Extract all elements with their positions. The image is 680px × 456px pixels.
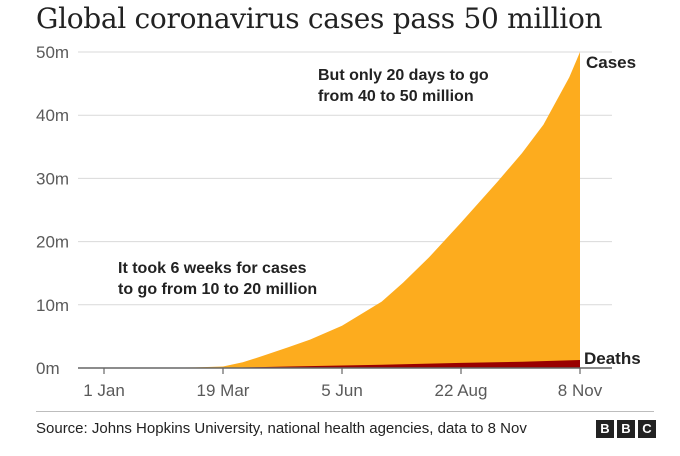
deaths-series-label: Deaths [584, 349, 641, 368]
y-tick-label: 20m [36, 233, 69, 252]
annotation-text: to go from 10 to 20 million [118, 281, 317, 298]
annotation-text: It took 6 weeks for cases [118, 260, 307, 277]
y-tick-label: 0m [36, 359, 60, 378]
bbc-logo-letter: B [617, 420, 635, 438]
footer-divider [36, 411, 654, 412]
x-tick-label: 8 Nov [558, 381, 603, 400]
x-tick-label: 19 Mar [197, 381, 250, 400]
y-tick-label: 30m [36, 169, 69, 188]
y-tick-label: 40m [36, 106, 69, 125]
bbc-logo: B B C [596, 420, 656, 438]
cases-series-label: Cases [586, 53, 636, 72]
source-note: Source: Johns Hopkins University, nation… [36, 420, 527, 437]
chart-title: Global coronavirus cases pass 50 million [36, 2, 603, 35]
y-tick-label: 10m [36, 296, 69, 315]
bbc-logo-letter: B [596, 420, 614, 438]
annotation-text: from 40 to 50 million [318, 88, 474, 105]
x-tick-label: 5 Jun [321, 381, 363, 400]
bbc-logo-letter: C [638, 420, 656, 438]
x-tick-label: 1 Jan [83, 381, 125, 400]
deaths-area [104, 360, 580, 368]
y-tick-label: 50m [36, 43, 69, 62]
cases-area [104, 52, 580, 368]
x-tick-label: 22 Aug [435, 381, 488, 400]
annotation-text: But only 20 days to go [318, 67, 489, 84]
area-chart: 0m 10m 20m 30m 40m 50m 1 Jan 19 Mar 5 Jun 22 Aug 8… [36, 43, 641, 400]
